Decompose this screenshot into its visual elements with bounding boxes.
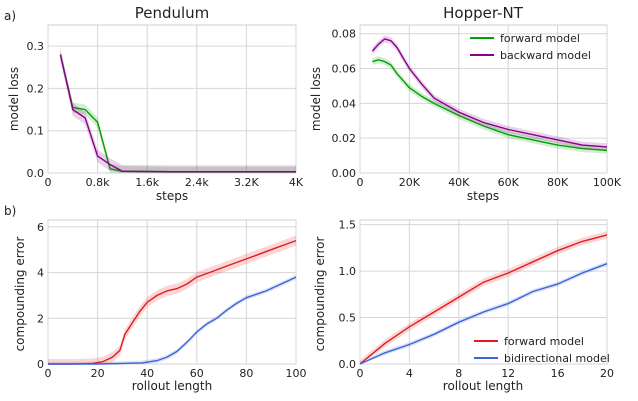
series-line-0 [372,59,608,152]
y-tick-label: 0.3 [27,40,45,53]
legend-label: bidirectional model [504,352,610,365]
x-tick-label: 0 [45,367,52,380]
y-tick-label: 1.0 [339,265,357,278]
plot-hopper: 0 20K 40K 60K 80K 100K 0.00 0.02 0.04 0.06 0.08 for… [332,24,622,189]
series-line-1 [359,263,608,365]
y-tick-label: 0 [37,358,44,371]
x-tick-label: 0 [357,367,364,380]
series-band-0 [48,235,296,364]
x-tick-label: 4 [406,367,413,380]
x-tick-label: 60K [498,176,520,189]
plot-pendulum: 0 0.8k 1.6k 2.4k 3.2K 4K 0.0 0.1 0.2 0.3 [27,24,304,189]
y-tick-label: 0.04 [332,97,357,110]
chart-title: Pendulum [135,4,210,22]
panel-label-a: a) [4,9,16,23]
x-tick-label: 40 [140,367,154,380]
x-tick-label: 20 [91,367,105,380]
x-tick-label: 20K [399,176,421,189]
y-axis-label: compounding error [13,237,27,352]
series-line-0 [359,234,608,365]
plot-area [359,24,608,174]
x-tick-label: 0.8k [86,176,110,189]
x-tick-label: 80K [547,176,569,189]
x-tick-label: 40K [448,176,470,189]
series-line-1 [371,38,608,148]
x-tick-label: 3.2K [234,176,259,189]
series-line-0 [48,239,297,365]
chart-compound-left: rollout length compounding error [13,237,212,393]
y-tick-label: 0.02 [332,132,357,145]
plot-compound-left: 0 20 40 60 80 100 0 2 4 6 [37,219,307,380]
series-line-1 [48,276,297,365]
x-tick-label: 0 [357,176,364,189]
x-tick-label: 0 [45,176,52,189]
x-tick-label: 60 [190,367,204,380]
y-tick-label: 0.0 [27,167,45,180]
panel-label-b: b) [4,204,16,218]
plot-area [47,219,297,365]
x-axis-label: rollout length [132,379,212,393]
x-axis-label: steps [467,189,499,203]
series-line-1 [59,54,296,173]
y-axis-label: compounding error [313,237,327,352]
x-tick-label: 12 [501,367,515,380]
x-tick-label: 100K [593,176,622,189]
y-tick-label: 0.00 [332,167,357,180]
chart-hopper: Hopper-NT steps model loss [309,4,524,203]
x-tick-label: 100 [286,367,307,380]
plot-area [47,24,297,174]
x-tick-label: 8 [455,367,462,380]
y-axis-label: model loss [7,67,21,131]
legend-label: forward model [500,32,580,45]
plot-compound-right: 0 4 8 12 16 20 0.0 0.5 1.0 1.5 forward model bidire… [339,219,615,380]
legend: forward model backward model [470,32,591,62]
legend-label: forward model [504,335,584,348]
y-tick-label: 0.1 [27,125,45,138]
x-tick-label: 16 [551,367,565,380]
chart-compound-right: rollout length compounding error [313,237,523,393]
y-tick-label: 2 [37,312,44,325]
y-tick-label: 1.5 [339,219,357,232]
y-tick-label: 0.08 [332,28,357,41]
legend-label: backward model [500,49,591,62]
chart-pendulum: Pendulum steps model loss [7,4,209,203]
x-tick-label: 4K [289,176,304,189]
x-tick-label: 80 [239,367,253,380]
y-tick-label: 0.2 [27,82,45,95]
y-tick-label: 6 [37,221,44,234]
x-tick-label: 2.4k [185,176,209,189]
x-tick-label: 1.6k [135,176,159,189]
y-tick-label: 0.06 [332,63,357,76]
y-tick-label: 0.5 [339,312,357,325]
legend: forward model bidirectional model [474,335,610,365]
x-tick-label: 20 [600,367,614,380]
x-axis-label: steps [156,189,188,203]
chart-title: Hopper-NT [443,4,524,22]
y-axis-label: model loss [309,67,323,131]
y-tick-label: 0.0 [339,358,357,371]
series-band-0 [360,231,607,364]
y-tick-label: 4 [37,267,44,280]
x-axis-label: rollout length [443,379,523,393]
